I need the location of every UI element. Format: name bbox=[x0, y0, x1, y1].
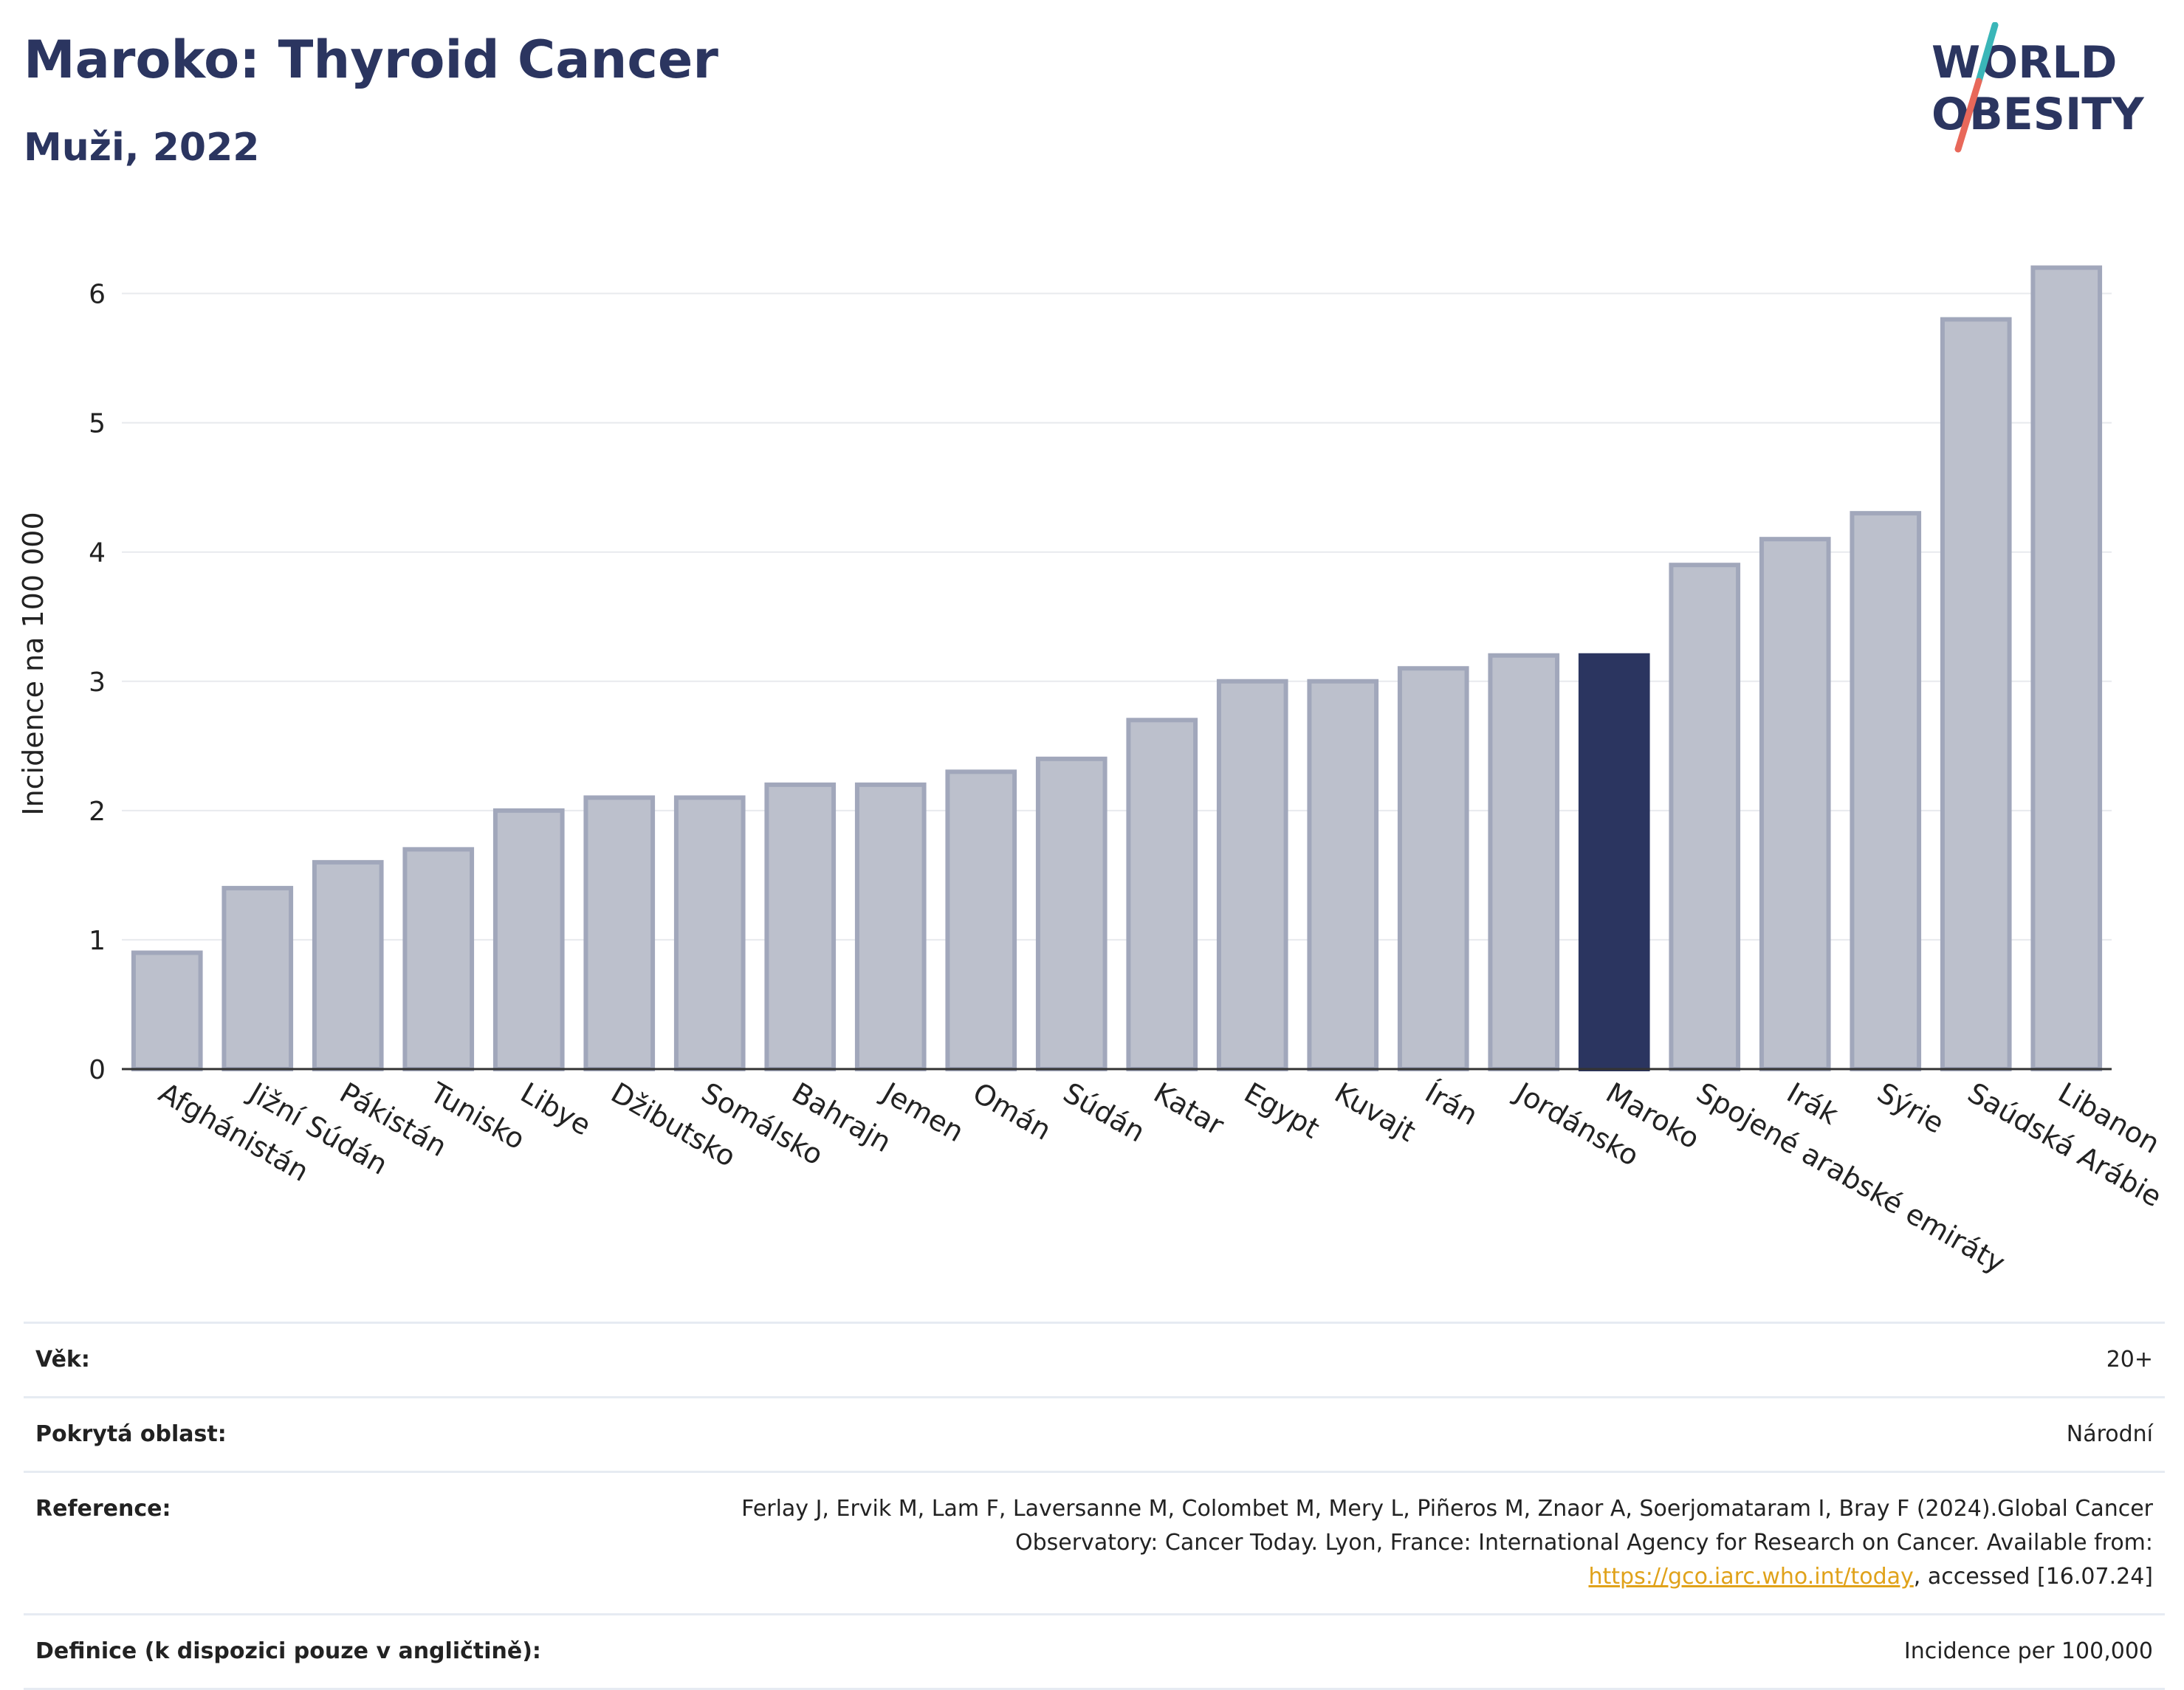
y-axis-label: Incidence na 100 000 bbox=[17, 512, 49, 815]
definition-value: Incidence per 100,000 bbox=[1903, 1638, 2153, 1664]
bar bbox=[1035, 756, 1108, 1071]
bar bbox=[1307, 679, 1379, 1071]
coverage-value: Národní bbox=[2066, 1421, 2153, 1447]
logo-slash-bottom bbox=[1954, 78, 1982, 153]
logo-slash-top bbox=[1975, 22, 1999, 85]
x-tick-label: Sýrie bbox=[1872, 1076, 1949, 1140]
bar bbox=[764, 782, 837, 1071]
reference-suffix: , accessed [16.07.24] bbox=[1913, 1564, 2153, 1590]
bar bbox=[1669, 563, 1741, 1071]
bar bbox=[854, 782, 927, 1071]
bar bbox=[583, 795, 656, 1071]
logo-line-1: WORLD bbox=[1931, 37, 2117, 89]
x-tick-label: Írán bbox=[1420, 1076, 1483, 1132]
bar bbox=[1850, 511, 1922, 1071]
bar bbox=[492, 808, 565, 1071]
bar bbox=[1488, 653, 1560, 1071]
bar bbox=[2030, 265, 2103, 1072]
bar bbox=[402, 847, 475, 1071]
reference-text: Ferlay J, Ervik M, Lam F, Laversanne M, … bbox=[741, 1496, 2153, 1556]
page-title: Maroko: Thyroid Cancer bbox=[24, 30, 718, 90]
reference-label: Reference: bbox=[35, 1496, 171, 1522]
info-row-age: Věk: 20+ bbox=[24, 1322, 2165, 1398]
page-subtitle: Muži, 2022 bbox=[24, 126, 260, 170]
x-tick-label: Kuvajt bbox=[1329, 1076, 1421, 1148]
bar bbox=[1940, 317, 2012, 1072]
world-obesity-logo: WORLD OBESITY bbox=[1931, 22, 2145, 153]
coverage-label: Pokrytá oblast: bbox=[35, 1421, 227, 1447]
y-tick-label: 1 bbox=[89, 926, 106, 956]
x-tick-label: Súdán bbox=[1058, 1076, 1151, 1149]
info-table: Věk: 20+ Pokrytá oblast: Národní Referen… bbox=[24, 1322, 2165, 1690]
bar bbox=[945, 769, 1017, 1071]
bar bbox=[1759, 537, 1831, 1071]
bar bbox=[1216, 679, 1288, 1071]
definition-label: Definice (k dispozici pouze v angličtině… bbox=[35, 1638, 541, 1664]
x-tick-label: Irák bbox=[1782, 1076, 1844, 1131]
y-ticks: 0 1 2 3 4 5 6 bbox=[89, 280, 106, 1085]
bar-highlighted bbox=[1578, 653, 1650, 1071]
bar bbox=[312, 859, 384, 1072]
bar bbox=[222, 885, 294, 1072]
bar bbox=[1397, 666, 1469, 1071]
age-label: Věk: bbox=[35, 1347, 90, 1373]
x-tick-label: Egypt bbox=[1239, 1076, 1325, 1145]
bar bbox=[1126, 718, 1198, 1071]
y-tick-label: 6 bbox=[89, 280, 106, 310]
x-tick-label: Spojené arabské emiráty bbox=[1691, 1076, 2010, 1279]
bar bbox=[673, 795, 746, 1071]
y-tick-label: 2 bbox=[89, 797, 106, 827]
y-tick-label: 5 bbox=[89, 409, 106, 439]
reference-value: Ferlay J, Ervik M, Lam F, Laversanne M, … bbox=[712, 1472, 2165, 1615]
y-tick-label: 0 bbox=[89, 1055, 106, 1085]
reference-link[interactable]: https://gco.iarc.who.int/today bbox=[1588, 1564, 1914, 1590]
bars bbox=[131, 265, 2103, 1072]
x-tick-label: Omán bbox=[967, 1076, 1057, 1147]
info-row-coverage: Pokrytá oblast: Národní bbox=[24, 1397, 2165, 1472]
info-row-reference: Reference: Ferlay J, Ervik M, Lam F, Lav… bbox=[24, 1471, 2165, 1615]
info-row-definition: Definice (k dispozici pouze v angličtině… bbox=[24, 1614, 2165, 1689]
bar bbox=[131, 950, 203, 1072]
x-tick-label: Katar bbox=[1148, 1076, 1229, 1142]
y-tick-label: 3 bbox=[89, 667, 106, 698]
y-tick-label: 4 bbox=[89, 538, 106, 569]
age-value: 20+ bbox=[2106, 1347, 2153, 1373]
